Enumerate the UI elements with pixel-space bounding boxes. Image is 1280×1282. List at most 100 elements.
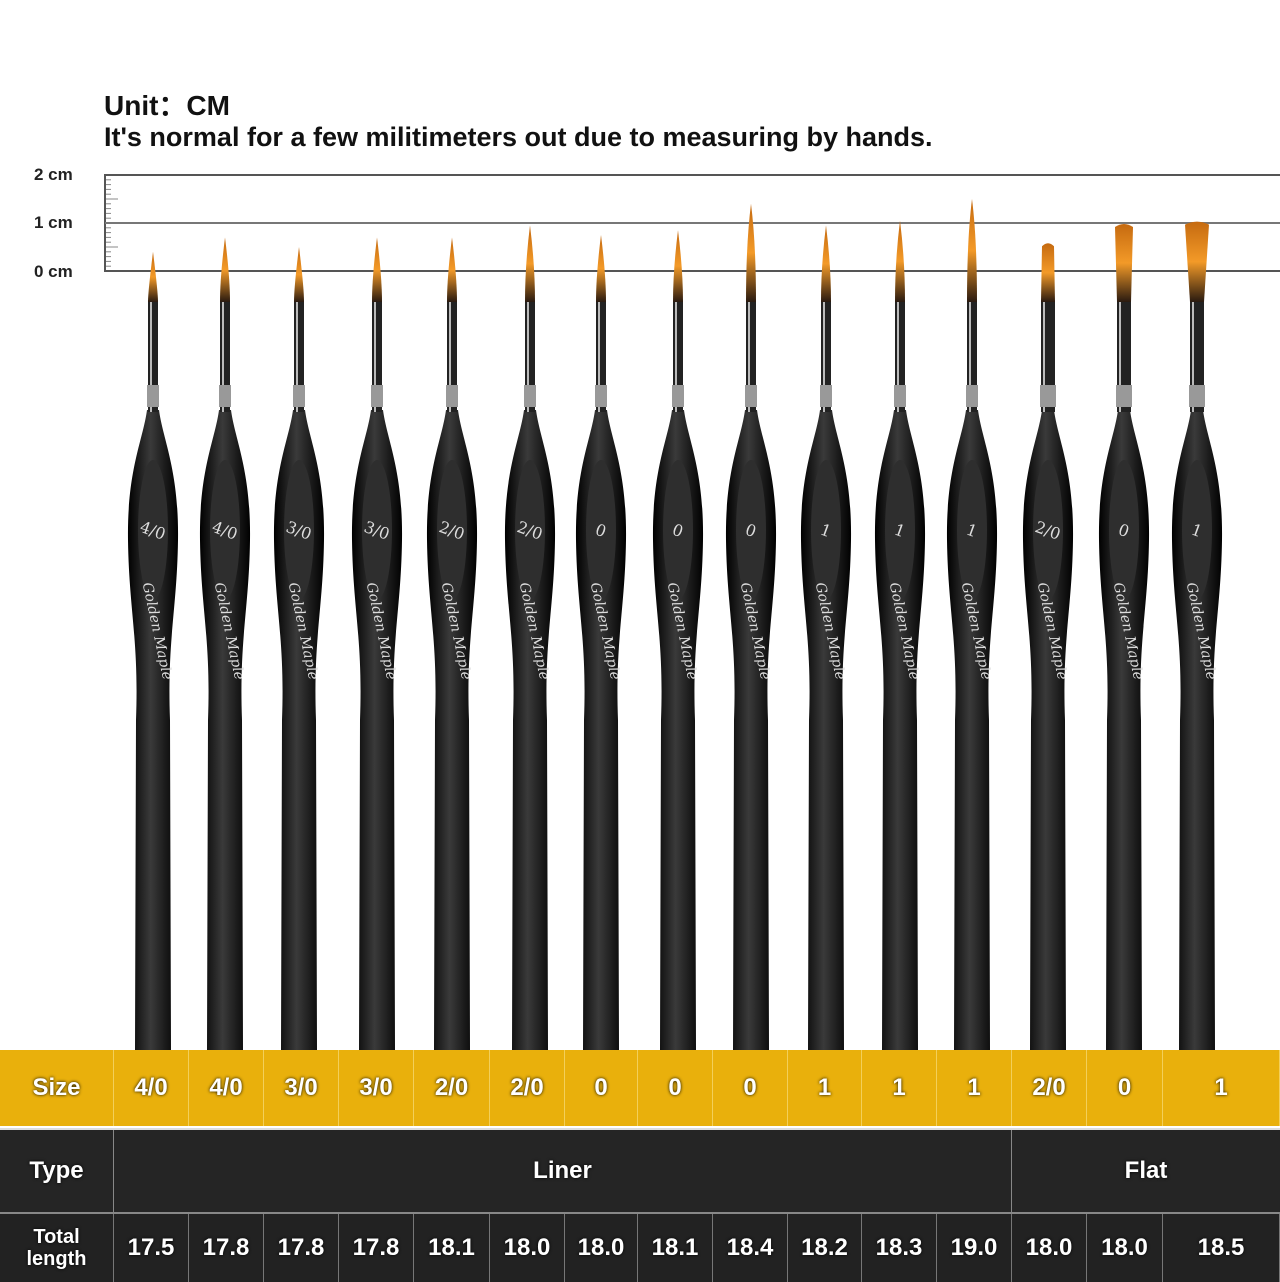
brush-bristles xyxy=(895,220,905,302)
grip-panel xyxy=(1109,460,1139,600)
size-cell: 1 xyxy=(937,1050,1012,1126)
size-cell: 3/0 xyxy=(264,1050,339,1126)
type-flat: Flat xyxy=(1124,1157,1168,1184)
ferrule-band xyxy=(672,385,684,407)
length-cell: 18.0 xyxy=(1087,1214,1163,1282)
ferrule-band xyxy=(894,385,906,407)
ferrule-band xyxy=(219,385,231,407)
grip-panel xyxy=(437,460,467,600)
unit-label: Unit：CM xyxy=(104,90,230,121)
brush-handle xyxy=(946,410,998,1050)
size-cell: 2/0 xyxy=(490,1050,565,1126)
length-row: Total length 17.5 17.8 17.8 17.8 18.1 18.0 18.0… xyxy=(0,1212,1280,1282)
brush-ferrule xyxy=(596,300,606,412)
ferrule-band xyxy=(966,385,978,407)
brush-handle xyxy=(273,410,325,1050)
brush-bristles xyxy=(596,235,606,302)
length-cell: 18.4 xyxy=(713,1214,788,1282)
grip-panel xyxy=(515,460,545,600)
brush-ferrule xyxy=(895,300,905,412)
ferrule-band xyxy=(524,385,536,407)
ferrule-band xyxy=(745,385,757,407)
brush-bristles xyxy=(673,230,683,302)
brush-handle xyxy=(725,410,777,1050)
size-cell: 2/0 xyxy=(1012,1050,1087,1126)
size-cell: 0 xyxy=(1087,1050,1163,1126)
type-header: Type xyxy=(0,1130,114,1212)
length-cell: 18.3 xyxy=(862,1214,937,1282)
size-cell: 0 xyxy=(638,1050,713,1126)
brush-bristles xyxy=(821,225,831,302)
brush-handle xyxy=(874,410,926,1050)
brush-ferrule xyxy=(372,300,382,412)
length-cell: 18.2 xyxy=(788,1214,862,1282)
brush-handle xyxy=(127,410,179,1050)
length-cell: 17.8 xyxy=(189,1214,264,1282)
brush-ferrule xyxy=(673,300,683,412)
size-header: Size xyxy=(0,1050,114,1126)
brush-ferrule xyxy=(220,300,230,412)
brush-ferrule xyxy=(746,300,756,412)
brush-bristles xyxy=(525,225,535,302)
brush-handle xyxy=(1098,410,1150,1050)
ferrule-band xyxy=(446,385,458,407)
length-cell: 18.0 xyxy=(1012,1214,1087,1282)
brush-handle xyxy=(199,410,251,1050)
brush-bristles xyxy=(1185,221,1209,302)
brush-handle xyxy=(351,410,403,1050)
ferrule-band xyxy=(147,385,159,407)
brush-ferrule xyxy=(525,300,535,412)
brush-bristles xyxy=(447,237,457,302)
ferrule-band xyxy=(1116,385,1132,407)
brush-bristles xyxy=(372,237,382,302)
length-cell: 17.8 xyxy=(264,1214,339,1282)
brush-handle xyxy=(1022,410,1074,1050)
grip-panel xyxy=(811,460,841,600)
length-header: Total length xyxy=(0,1214,114,1282)
grip-panel xyxy=(663,460,693,600)
type-row: Type Liner Flat xyxy=(0,1128,1280,1212)
brush-bristles xyxy=(967,199,977,302)
ferrule-band xyxy=(293,385,305,407)
size-cell: 2/0 xyxy=(414,1050,490,1126)
grip-panel xyxy=(210,460,240,600)
brush-ferrule xyxy=(821,300,831,412)
grip-panel xyxy=(1033,460,1063,600)
brush-bristles xyxy=(746,203,756,302)
grip-panel xyxy=(362,460,392,600)
brush-ferrule xyxy=(148,300,158,412)
ferrule-band xyxy=(1040,385,1056,407)
brush-handle xyxy=(1171,410,1223,1050)
brush-bristles xyxy=(294,247,304,302)
grip-panel xyxy=(284,460,314,600)
grip-panel xyxy=(138,460,168,600)
brush-handle xyxy=(575,410,627,1050)
length-cell: 18.1 xyxy=(414,1214,490,1282)
ruler-label-2cm: 2 cm xyxy=(34,165,73,184)
brush-ferrule xyxy=(447,300,457,412)
brush-handle xyxy=(504,410,556,1050)
length-cell: 18.1 xyxy=(638,1214,713,1282)
ruler-label-1cm: 1 cm xyxy=(34,213,73,232)
size-cell: 1 xyxy=(1163,1050,1280,1126)
brush-bristles xyxy=(148,251,158,302)
grip-panel xyxy=(736,460,766,600)
ferrule-band xyxy=(1189,385,1205,407)
size-cell: 1 xyxy=(788,1050,862,1126)
brush-bristles xyxy=(1115,224,1133,302)
ferrule-band xyxy=(595,385,607,407)
brush-handle xyxy=(426,410,478,1050)
